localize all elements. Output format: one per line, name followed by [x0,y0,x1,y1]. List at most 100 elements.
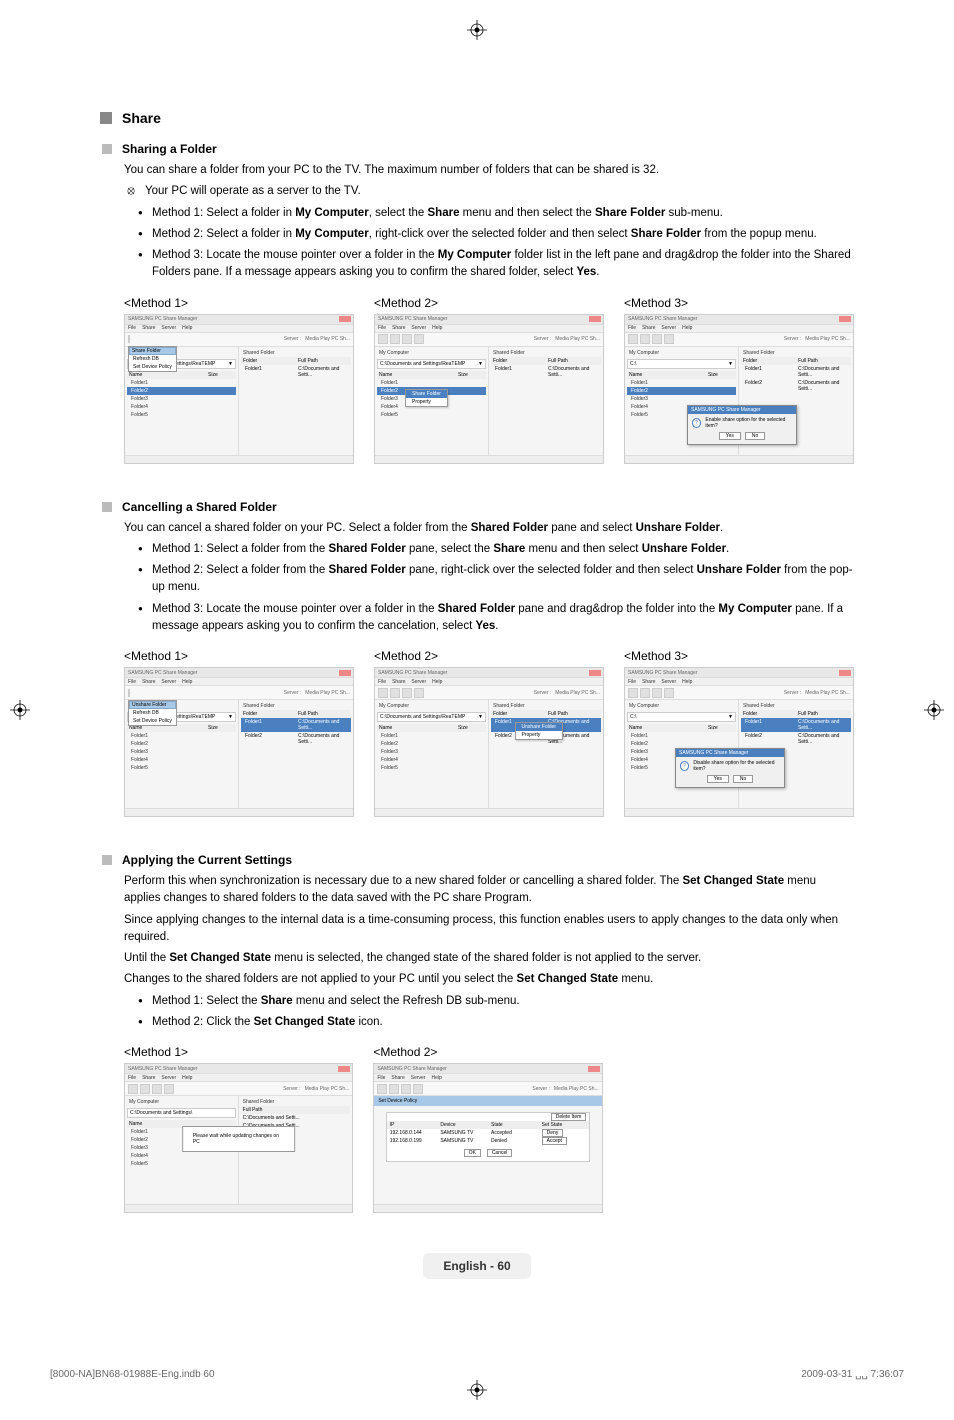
applying-shot-2: <Method 2> SAMSUNG PC Share Manager File… [373,1045,602,1213]
note-icon: ⦻ [124,183,138,200]
applying-p3: Until the Set Changed State menu is sele… [124,950,854,967]
menu-server[interactable]: Server [161,325,176,331]
subsection-sharing: Sharing a Folder [100,142,854,156]
applying-screenshots: <Method 1> SAMSUNG PC Share Manager File… [124,1045,854,1213]
sharing-label-1: <Method 1> [124,296,354,310]
dialog-no[interactable]: No [733,775,753,783]
set-state-btn[interactable]: Accept [542,1137,567,1145]
close-icon[interactable] [589,670,601,676]
menu-help[interactable]: Help [182,325,192,331]
share-menu-open[interactable] [128,335,130,343]
subsection-cancelling: Cancelling a Shared Folder [100,500,854,514]
wait-dialog: Please wait while updating changes on PC [182,1126,296,1152]
cancelling-method-2: Method 2: Select a folder from the Share… [138,562,854,597]
registration-mark-bottom [467,1380,487,1400]
sharing-intro: You can share a folder from your PC to t… [124,162,854,179]
dialog-text: Disable share option for the selected it… [693,760,780,772]
close-icon[interactable] [338,1066,350,1072]
policy-dialog: Delete Item IP Device State Set State 19… [386,1112,591,1162]
cancel-shot-2: <Method 2> SAMSUNG PC Share Manager File… [374,649,604,817]
ctx-share-folder[interactable]: Share Folder [406,390,447,398]
dialog-text: Enable share option for the selected ite… [705,417,792,429]
statusbar [125,455,353,463]
sharing-methods-list: Method 1: Select a folder in My Computer… [138,205,854,282]
applying-methods-list: Method 1: Select the Share menu and sele… [138,993,854,1032]
cancel-shot-3: <Method 3> SAMSUNG PC Share Manager File… [624,649,854,817]
set-state-btn[interactable]: Deny [542,1129,564,1137]
sub-bullet-icon [102,502,112,512]
section-bullet-icon [100,112,112,124]
submenu-unshare[interactable]: Unshare Folder [129,701,176,709]
cancelling-method-3: Method 3: Locate the mouse pointer over … [138,601,854,636]
cancelling-method-1: Method 1: Select a folder from the Share… [138,541,854,558]
menu-share[interactable]: Share [142,325,155,331]
meta-right: 2009-03-31 ␣␣ 7:36:07 [801,1369,904,1380]
applying-shot-1: <Method 1> SAMSUNG PC Share Manager File… [124,1045,353,1213]
toolbar: Share Folder Refresh DB Set Device Polic… [125,333,353,347]
app-window-share-3: SAMSUNG PC Share Manager File Share Serv… [624,314,854,464]
dialog-no[interactable]: No [745,432,765,440]
sub-bullet-icon [102,855,112,865]
refresh-icon[interactable] [402,334,412,344]
applying-method-2: Method 2: Click the Set Changed State ic… [138,1014,854,1031]
col-folder: Folder [241,358,296,364]
menu-file[interactable]: File [128,325,136,331]
col-size: Size [206,372,236,378]
cancel-btn[interactable]: Cancel [487,1149,513,1157]
sharing-method-2: Method 2: Select a folder in My Computer… [138,226,854,243]
app-window-share-1: SAMSUNG PC Share Manager File Share Serv… [124,314,354,464]
toolbar-icon[interactable] [390,334,400,344]
registration-mark-top [467,20,487,40]
dialog-yes[interactable]: Yes [707,775,729,783]
dialog-yes[interactable]: Yes [719,432,741,440]
question-icon: ? [680,761,689,771]
shared-folder[interactable]: Folder1 [243,366,296,378]
tree-item[interactable]: Folder3 [127,395,236,403]
tree-item[interactable]: Folder4 [127,403,236,411]
col-state: State [488,1121,539,1129]
ctx-unshare[interactable]: Unshare Folder [516,723,562,731]
up-icon[interactable] [414,334,424,344]
close-icon[interactable] [339,316,351,322]
cancel-shot-1: <Method 1> SAMSUNG PC Share Manager File… [124,649,354,817]
title-text: SAMSUNG PC Share Manager [128,316,197,322]
registration-mark-right [924,700,944,720]
toolbar-icon[interactable] [378,334,388,344]
close-icon[interactable] [839,670,851,676]
close-icon[interactable] [589,316,601,322]
ctx-property[interactable]: Property [516,731,562,739]
sharing-screenshots: <Method 1> SAMSUNG PC Share Manager File… [124,296,854,464]
sub-bullet-icon [102,144,112,154]
context-menu: Unshare Folder Property [515,722,563,740]
menubar: File Share Server Help [125,325,353,333]
sharing-label-2: <Method 2> [374,296,604,310]
shared-path: C:\Documents and Setti... [296,366,349,378]
close-icon[interactable] [339,670,351,676]
col-setstate: Set State [539,1121,590,1129]
col-name: Name [127,372,206,378]
policy-tip: Set Device Policy [374,1096,601,1106]
confirm-dialog: SAMSUNG PC Share Manager ? Enable share … [687,405,797,445]
submenu-share-folder[interactable]: Share Folder [129,347,176,355]
cancelling-intro: You can cancel a shared folder on your P… [124,520,854,537]
close-icon[interactable] [839,316,851,322]
submenu-policy[interactable]: Set Device Policy [129,363,176,371]
tree-item[interactable]: Folder5 [127,411,236,419]
context-menu: Share Folder Property [405,389,448,407]
server-value: Media Play PC Sh... [305,336,350,342]
wait-text: Please wait while updating changes on PC [193,1133,279,1145]
applying-heading: Applying the Current Settings [122,853,292,867]
ctx-property[interactable]: Property [406,398,447,406]
ok-btn[interactable]: OK [464,1149,481,1157]
cancelling-methods-list: Method 1: Select a folder from the Share… [138,541,854,635]
delete-item-btn[interactable]: Delete Item [551,1113,587,1121]
submenu-refresh[interactable]: Refresh DB [129,355,176,363]
page-number-box: English - 60 [423,1253,530,1279]
policy-ip: 192.168.0.144 [387,1129,438,1137]
sharing-shot-1: <Method 1> SAMSUNG PC Share Manager File… [124,296,354,464]
applying-method-1: Method 1: Select the Share menu and sele… [138,993,854,1010]
sharing-shot-2: <Method 2> SAMSUNG PC Share Manager File… [374,296,604,464]
tree-item[interactable]: Folder1 [127,379,236,387]
close-icon[interactable] [588,1066,600,1072]
tree-item[interactable]: Folder2 [127,387,236,395]
